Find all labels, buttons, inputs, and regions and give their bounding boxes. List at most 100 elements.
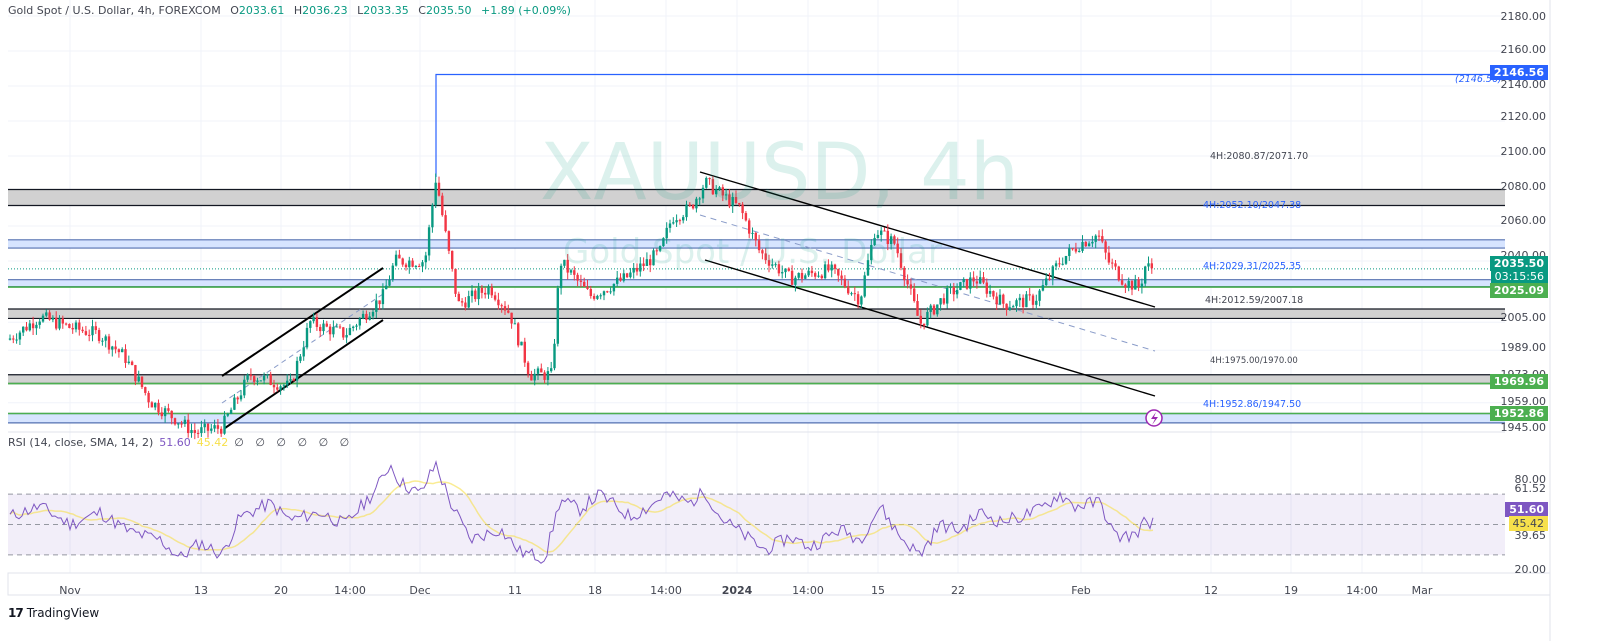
candle-body: [249, 374, 253, 377]
candle-body: [823, 264, 827, 279]
candle-body: [1130, 281, 1134, 290]
rsi-tick: 39.65: [1514, 529, 1547, 542]
candle-body: [500, 305, 503, 307]
candle-body: [1028, 294, 1031, 296]
candle-body: [721, 187, 724, 196]
candle-body: [652, 250, 655, 266]
candle-body: [12, 338, 15, 340]
candle-body: [952, 287, 955, 295]
candle-body: [622, 273, 625, 281]
candle-body: [375, 300, 378, 312]
candle-body: [523, 341, 526, 363]
candle-body: [751, 232, 754, 234]
desc-channel-lower: [704, 259, 1156, 397]
candle-body: [259, 380, 262, 382]
candle-body: [850, 293, 853, 295]
candle-body: [467, 296, 470, 308]
candle-body: [187, 419, 190, 434]
candle-body: [705, 177, 708, 188]
candle-body: [253, 376, 256, 382]
close-label: C: [418, 4, 426, 17]
candle-body: [411, 260, 414, 267]
rsi-legend[interactable]: RSI (14, close, SMA, 14, 2) 51.60 45.42 ∅ ∅…: [8, 436, 353, 449]
zone-label-1952: 4H:1952.86/1947.50: [1203, 399, 1302, 410]
candle-body: [579, 280, 583, 282]
candle-body: [807, 270, 810, 276]
candle-body: [688, 204, 691, 206]
candle-body: [38, 321, 41, 325]
candle-body: [678, 220, 682, 222]
time-tick: 18: [588, 584, 602, 597]
time-tick: 14:00: [334, 584, 366, 597]
candle-body: [358, 318, 361, 326]
candle-body: [1150, 263, 1153, 269]
rsi-line: [9, 459, 1154, 564]
symbol-legend[interactable]: Gold Spot / U.S. Dollar, 4h, FOREXCOM O2…: [8, 4, 571, 17]
symbol-title[interactable]: Gold Spot / U.S. Dollar, 4h, FOREXCOM: [8, 4, 221, 17]
time-tick: Mar: [1411, 584, 1433, 597]
candle-body: [1012, 306, 1015, 308]
candle-body: [134, 365, 137, 382]
candle-body: [55, 317, 58, 329]
candle-body: [1025, 294, 1028, 308]
candle-body: [625, 273, 629, 278]
time-tick: 22: [951, 584, 965, 597]
candle-body: [8, 338, 12, 340]
candle-body: [163, 408, 167, 417]
time-tick: 15: [871, 584, 885, 597]
candle-body: [814, 273, 817, 277]
price-tick: 2160.00: [1500, 43, 1547, 56]
price-tick: 2060.00: [1500, 214, 1547, 227]
candle-body: [210, 428, 213, 431]
candle-body: [342, 327, 345, 338]
candle-body: [602, 291, 606, 296]
candle-body: [480, 287, 484, 293]
candle-body: [876, 234, 880, 238]
candle-body: [484, 292, 487, 295]
candle-body: [378, 300, 381, 305]
candle-body: [434, 182, 437, 205]
candle-body: [757, 240, 761, 251]
candle-body: [315, 317, 319, 327]
candle-body: [784, 268, 787, 273]
candle-body: [972, 277, 975, 282]
candle-body: [490, 286, 493, 296]
candle-body: [1120, 280, 1124, 285]
candle-body: [305, 327, 309, 348]
candle-body: [84, 331, 88, 335]
candle-body: [1144, 266, 1147, 284]
candle-body: [398, 254, 401, 259]
rsi-tick: 80.00: [1514, 473, 1547, 486]
candle-body: [332, 326, 335, 335]
candle-body: [418, 265, 421, 267]
tradingview-logo-text: TradingView: [26, 606, 100, 620]
candle-body: [22, 326, 25, 333]
price-tick: 2005.00: [1500, 311, 1547, 324]
candle-body: [1005, 303, 1008, 310]
tradingview-logo[interactable]: 17 TradingView: [8, 606, 99, 620]
candle-body: [71, 327, 74, 330]
candle-body: [352, 326, 355, 328]
candle-body: [616, 277, 619, 284]
candle-body: [741, 204, 744, 214]
candle-body: [421, 262, 424, 267]
level-1969-tag: 1969.96: [1489, 374, 1548, 389]
candle-body: [292, 379, 295, 381]
candle-body: [289, 379, 292, 381]
candle-body: [1147, 263, 1150, 267]
high-level-label: (2146.56): [1455, 74, 1502, 85]
candle-body: [427, 227, 431, 256]
candle-body: [144, 387, 147, 393]
candle-body: [441, 195, 444, 216]
candle-body: [121, 349, 124, 353]
candle-body: [312, 317, 315, 322]
candle-body: [325, 323, 328, 327]
candle-body: [365, 313, 368, 320]
candle-body: [124, 349, 127, 363]
low-label: L: [357, 4, 364, 17]
candle-body: [744, 213, 748, 221]
candle-body: [820, 275, 823, 279]
rsi-title[interactable]: RSI (14, close, SMA, 14, 2): [8, 436, 154, 449]
candle-body: [553, 343, 556, 369]
